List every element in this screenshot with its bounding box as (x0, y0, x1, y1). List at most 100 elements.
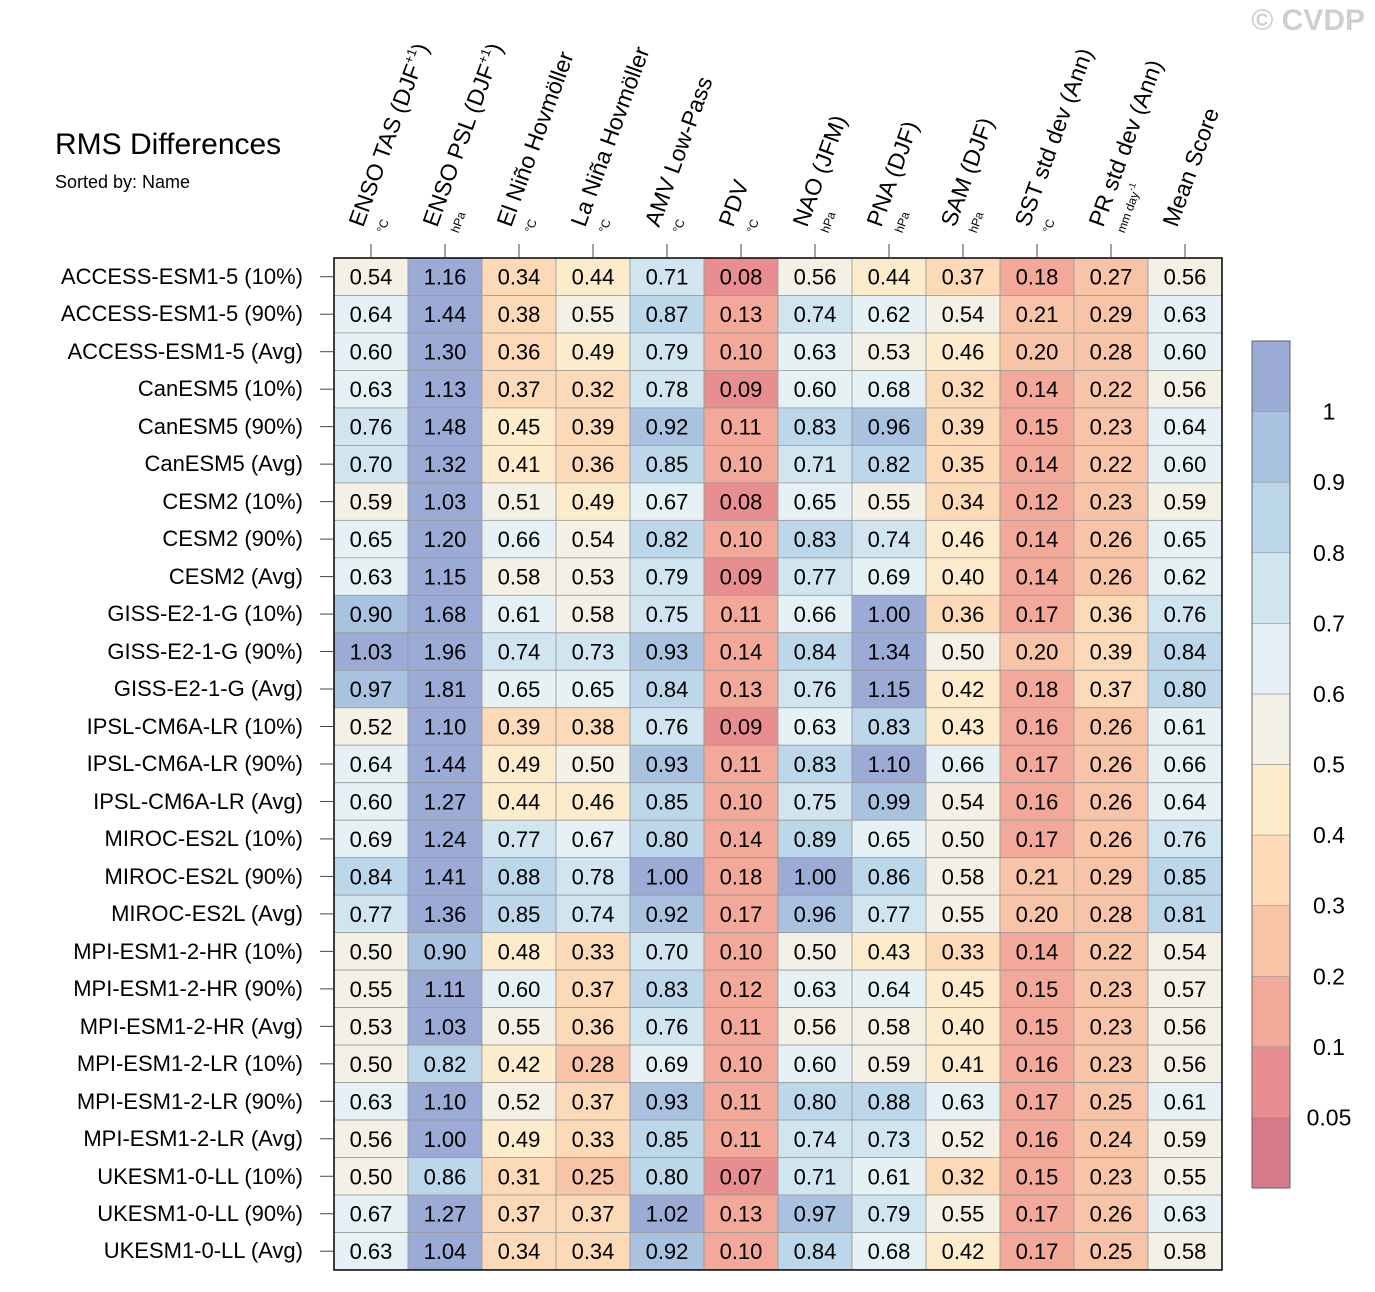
cell-value: 1.30 (424, 340, 467, 365)
cell-value: 0.63 (794, 340, 837, 365)
cell-value: 0.50 (794, 939, 837, 964)
heatmap-cell (999, 295, 1075, 334)
row-label: GISS-E2-1-G (90%) (107, 638, 303, 664)
row-label: IPSL-CM6A-LR (10%) (86, 713, 303, 739)
cell-value: 0.89 (794, 827, 837, 852)
cell-value: 0.16 (1016, 1052, 1059, 1077)
heatmap-cell (703, 632, 779, 671)
cell-value: 0.69 (646, 1052, 689, 1077)
cell-value: 0.17 (1016, 602, 1059, 627)
heatmap-cell (481, 557, 557, 596)
heatmap-cell (481, 707, 557, 746)
heatmap-cell (555, 519, 631, 559)
cell-value: 0.36 (1090, 602, 1133, 627)
heatmap-cell (703, 257, 779, 296)
heatmap-cell (481, 482, 557, 521)
cell-value: 0.57 (1164, 977, 1207, 1002)
cell-value: 0.80 (794, 1089, 837, 1114)
heatmap-cell (925, 782, 1001, 821)
cell-value: 0.50 (350, 1052, 393, 1077)
cell-value: 0.78 (646, 377, 689, 402)
row-label: MPI-ESM1-2-HR (Avg) (79, 1013, 303, 1039)
cell-value: 0.11 (720, 602, 761, 627)
cell-value: 0.74 (572, 902, 615, 927)
cell-value: 0.83 (868, 715, 911, 740)
cell-value: 0.50 (572, 752, 615, 777)
cell-value: 0.70 (350, 452, 393, 477)
cell-value: 0.55 (498, 1014, 541, 1039)
heatmap-cell (629, 857, 705, 896)
cell-value: 0.53 (868, 340, 911, 365)
cell-value: 0.13 (720, 1202, 763, 1227)
heatmap-cell (777, 1194, 853, 1233)
cell-value: 0.08 (720, 265, 763, 290)
cell-value: 0.66 (1164, 752, 1207, 777)
cell-value: 0.54 (942, 789, 985, 814)
cell-value: 0.76 (350, 415, 393, 440)
cell-value: 1.81 (424, 677, 467, 702)
cell-value: 0.87 (646, 302, 689, 327)
cell-value: 1.96 (424, 640, 467, 665)
heatmap-cell (851, 1082, 927, 1121)
heatmap-cell (407, 932, 483, 971)
heatmap-cell (777, 407, 853, 446)
heatmap-cell (777, 1082, 853, 1121)
cell-value: 0.64 (350, 752, 393, 777)
heatmap-cell (925, 594, 1001, 634)
cell-value: 0.23 (1090, 1014, 1133, 1039)
cell-value: 0.70 (646, 939, 689, 964)
heatmap-cell (777, 257, 853, 296)
cell-value: 0.11 (720, 1014, 761, 1039)
cell-value: 0.79 (646, 565, 689, 590)
cell-value: 0.16 (1016, 715, 1059, 740)
cell-value: 0.83 (794, 415, 837, 440)
cell-value: 0.83 (794, 752, 837, 777)
cell-value: 0.93 (646, 640, 689, 665)
cell-value: 0.23 (1090, 490, 1133, 515)
cell-value: 0.62 (868, 302, 911, 327)
heatmap-cell (999, 632, 1075, 671)
cell-value: 0.36 (572, 1014, 615, 1039)
heatmap-cell (629, 482, 705, 521)
heatmap-cell (555, 669, 631, 709)
heatmap-cell (333, 1119, 409, 1158)
cell-value: 0.43 (868, 939, 911, 964)
heatmap-cell (333, 407, 409, 446)
heatmap-cell (555, 932, 631, 971)
column-label: ENSO PSL (DJF+1) (416, 39, 507, 230)
heatmap-cell (925, 519, 1001, 559)
cell-value: 0.65 (572, 677, 615, 702)
heatmap-cell (481, 669, 557, 709)
heatmap-cell (851, 744, 927, 784)
cell-value: 0.85 (646, 1127, 689, 1152)
heatmap-cell (407, 1007, 483, 1046)
cell-value: 0.52 (350, 715, 393, 740)
cell-value: 0.52 (498, 1089, 541, 1114)
heatmap-cell (1147, 1119, 1223, 1158)
cell-value: 0.35 (942, 452, 985, 477)
heatmap-cell (1147, 444, 1223, 484)
heatmap-cell (851, 1194, 927, 1233)
cell-value: 0.65 (794, 490, 837, 515)
cell-value: 0.54 (1164, 939, 1207, 964)
cell-value: 0.90 (350, 602, 393, 627)
heatmap-cell (629, 782, 705, 821)
cell-value: 1.15 (424, 565, 467, 590)
heatmap-cell (1147, 707, 1223, 746)
cell-value: 0.56 (350, 1127, 393, 1152)
heatmap-cell (629, 1007, 705, 1046)
colorbar-label: 0.6 (1313, 681, 1345, 707)
cell-value: 0.14 (1016, 565, 1059, 590)
heatmap-cell (407, 257, 483, 296)
cell-value: 1.00 (868, 602, 911, 627)
heatmap-cell (1073, 819, 1149, 859)
cell-value: 1.27 (424, 1202, 467, 1227)
cell-value: 0.17 (1016, 1202, 1059, 1227)
colorbar-segment (1251, 552, 1291, 624)
heatmap-cell (851, 632, 927, 671)
cell-value: 0.74 (794, 1127, 837, 1152)
cell-value: 0.56 (794, 265, 837, 290)
heatmap-cell (333, 594, 409, 634)
colorbar-label: 0.9 (1313, 469, 1345, 495)
row-label: MIROC-ES2L (Avg) (111, 901, 303, 927)
